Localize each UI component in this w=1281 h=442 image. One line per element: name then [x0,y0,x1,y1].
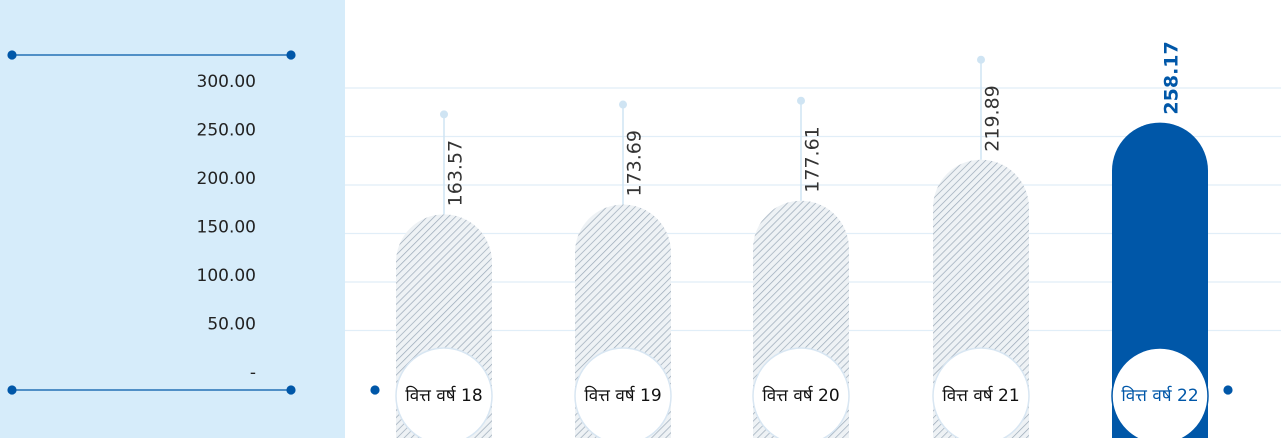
panel-decor [7,50,1233,395]
y-tick-label: 50.00 [207,315,256,335]
axis-panel [0,0,345,438]
value-label: 219.89 [982,85,1004,151]
connector-dot [977,55,985,64]
category-circle [395,347,493,442]
x-tick-label: वित्त वर्ष 18 [405,385,482,406]
x-tick-label: वित्त वर्ष 21 [942,385,1019,406]
y-tick-label: 100.00 [197,266,256,286]
category-circle [574,347,672,442]
value-label: 258.17 [1161,41,1183,114]
value-label: 177.61 [802,126,824,192]
connector-dot [440,110,448,119]
y-tick-label: 150.00 [197,218,256,238]
y-tick-label: 300.00 [197,72,256,92]
category-circle [1111,347,1209,442]
y-tick-label: - [250,363,256,383]
value-label: 163.57 [445,140,467,206]
x-tick-label: वित्त वर्ष 19 [584,385,661,406]
x-tick-label: वित्त वर्ष 20 [762,385,839,406]
y-tick-label: 200.00 [197,169,256,189]
category-circle [932,347,1030,442]
value-label: 173.69 [624,130,646,196]
y-tick-label: 250.00 [197,121,256,141]
connector-dot [797,96,805,105]
x-tick-label: वित्त वर्ष 22 [1121,385,1198,406]
category-circle [752,347,850,442]
connector-dot [619,100,627,109]
